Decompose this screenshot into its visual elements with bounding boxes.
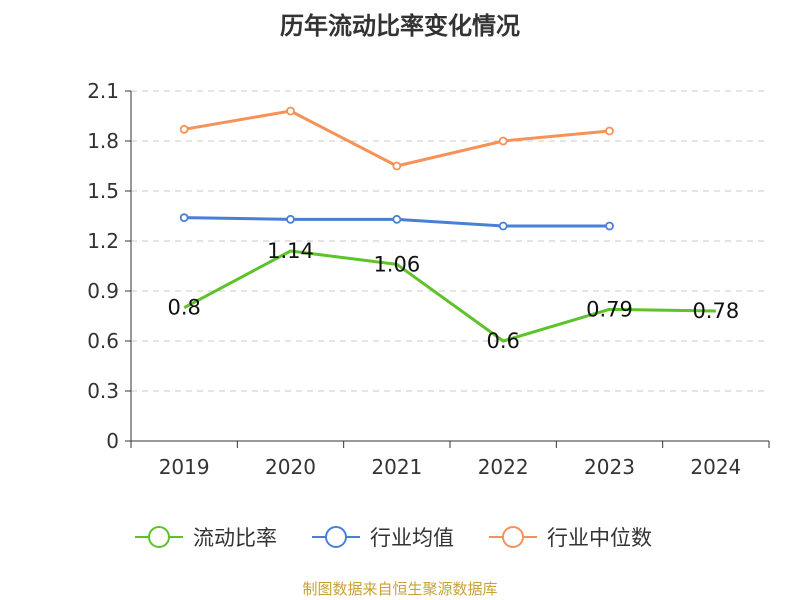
data-point bbox=[286, 106, 295, 116]
data-label: 0.79 bbox=[586, 297, 633, 321]
y-tick-label: 0.3 bbox=[87, 379, 119, 403]
x-tick-label: 2024 bbox=[690, 455, 741, 479]
data-point bbox=[605, 126, 614, 136]
x-tick-label: 2023 bbox=[584, 455, 635, 479]
grid-lines bbox=[131, 90, 769, 392]
data-point bbox=[179, 213, 189, 223]
data-label: 1.14 bbox=[267, 239, 314, 263]
legend-item-0[interactable]: 流动比率 bbox=[135, 526, 277, 550]
data-point bbox=[286, 214, 295, 224]
data-label: 0.8 bbox=[167, 296, 200, 320]
data-point bbox=[392, 161, 402, 171]
data-point bbox=[498, 136, 508, 146]
legend-label: 流动比率 bbox=[193, 526, 277, 550]
legend-item-2[interactable]: 行业中位数 bbox=[489, 526, 652, 550]
y-tick-label: 0.9 bbox=[87, 279, 119, 303]
y-tick-label: 1.2 bbox=[87, 229, 119, 253]
legend-marker bbox=[325, 526, 347, 548]
y-tick-label: 1.8 bbox=[87, 129, 119, 153]
y-tick-label: 2.1 bbox=[87, 79, 119, 103]
chart-title: 历年流动比率变化情况 bbox=[280, 12, 520, 40]
data-source-note: 制图数据来自恒生聚源数据库 bbox=[302, 580, 498, 598]
data-point bbox=[179, 124, 189, 134]
data-label: 0.6 bbox=[486, 329, 519, 353]
series-line-2 bbox=[183, 109, 610, 168]
y-tick-label: 0 bbox=[106, 429, 119, 453]
data-labels: 0.8 1.14 1.06 0.6 0.79 0.78 bbox=[167, 239, 739, 353]
legend-item-1[interactable]: 行业均值 bbox=[312, 526, 454, 550]
legend-label: 行业均值 bbox=[370, 526, 454, 550]
data-point bbox=[392, 214, 402, 224]
x-tick-label: 2019 bbox=[159, 455, 210, 479]
legend-label: 行业中位数 bbox=[547, 526, 652, 550]
data-point bbox=[498, 221, 508, 231]
x-tick-label: 2020 bbox=[265, 455, 316, 479]
y-tick-label: 1.5 bbox=[87, 179, 119, 203]
x-tick-label: 2021 bbox=[371, 455, 422, 479]
x-tick-label: 2022 bbox=[478, 455, 529, 479]
series-line-0 bbox=[183, 249, 716, 343]
legend-marker bbox=[502, 526, 524, 548]
data-label: 1.06 bbox=[373, 252, 420, 276]
data-point bbox=[605, 221, 614, 231]
data-label: 0.78 bbox=[692, 299, 739, 323]
y-tick-label: 0.6 bbox=[87, 329, 119, 353]
legend[interactable]: 流动比率 行业均值 行业中位数 bbox=[135, 526, 652, 550]
legend-marker bbox=[148, 526, 170, 548]
axes: 0 0.3 0.6 0.9 1.2 1.5 1.8 2.1 2019 2020 2021 2022 20… bbox=[87, 79, 770, 479]
series-lines bbox=[179, 106, 716, 343]
